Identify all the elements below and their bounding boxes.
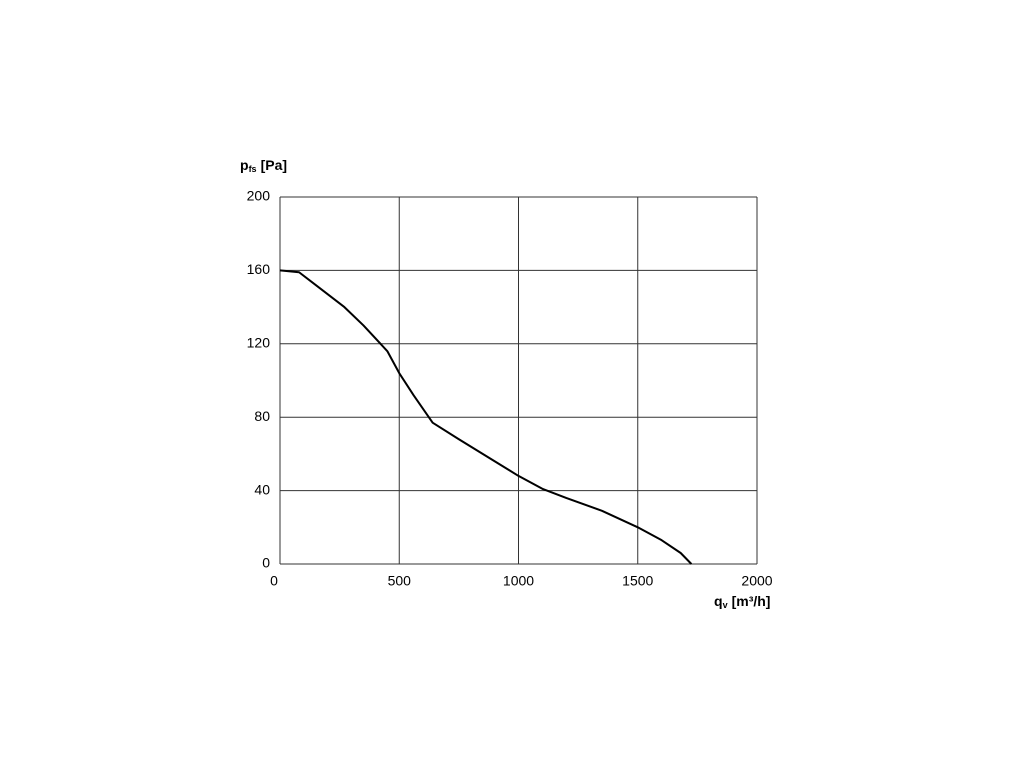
y-label-sub: fs (249, 164, 257, 174)
y-tick-label: 0 (262, 555, 270, 571)
x-label-sub: v (723, 600, 728, 610)
x-label-symbol: q (714, 593, 723, 609)
y-tick-label: 80 (254, 408, 270, 424)
y-tick-label: 160 (247, 261, 271, 277)
x-label-unit: [m³/h] (732, 593, 771, 609)
y-axis-label: pfs [Pa] (240, 157, 287, 175)
y-tick-label: 40 (254, 481, 270, 497)
x-axis-label: qv [m³/h] (714, 593, 770, 611)
x-tick-label: 1000 (503, 573, 534, 589)
curve (279, 269, 693, 565)
x-tick-label: 1500 (622, 573, 653, 589)
y-tick-label: 120 (247, 335, 271, 351)
x-tick-label: 500 (388, 573, 412, 589)
y-tick-label: 200 (247, 188, 271, 204)
y-label-unit: [Pa] (261, 157, 287, 173)
y-label-symbol: p (240, 157, 249, 173)
x-tick-label: 2000 (741, 573, 772, 589)
x-tick-label: 0 (270, 573, 278, 589)
